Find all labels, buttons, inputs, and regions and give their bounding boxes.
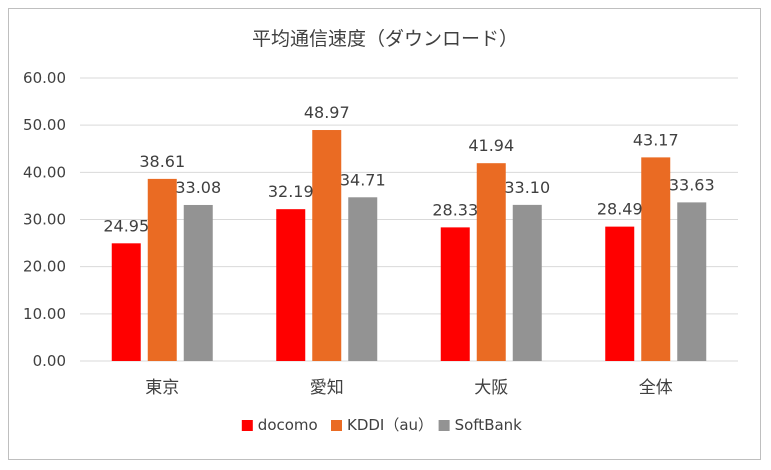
chart-title: 平均通信速度（ダウンロード） [252,28,518,50]
y-axis-ticks: 0.00 10.00 20.00 30.00 40.00 50.00 60.00 [23,69,66,370]
y-tick-label: 60.00 [23,69,66,87]
legend-label: KDDI（au） [347,416,433,434]
bars [111,130,707,361]
legend-swatch [331,420,342,431]
bar-softbank [677,202,707,361]
data-label: 33.63 [669,175,715,194]
y-tick-label: 10.00 [23,305,66,323]
bar-softbank [512,204,542,361]
bar-docomo [276,209,306,361]
legend: docomo KDDI（au） SoftBank [241,416,523,434]
bar-kddi [476,163,506,361]
data-label: 43.17 [633,130,679,149]
data-label: 41.94 [468,136,514,155]
data-label: 33.10 [504,178,550,197]
y-tick-label: 0.00 [33,352,66,370]
legend-swatch [241,420,253,431]
bar-softbank [348,197,378,361]
y-tick-label: 30.00 [23,211,66,229]
data-label: 38.61 [139,152,185,171]
data-label: 24.95 [103,216,149,235]
bar-kddi [147,178,177,361]
bar-kddi [312,130,342,361]
y-tick-label: 40.00 [23,163,66,181]
data-label: 33.08 [175,178,221,197]
data-label: 34.71 [340,170,386,189]
data-labels: 24.95 38.61 33.08 32.19 48.97 34.71 28.33 41.94… [103,103,714,235]
category-label: 東京 [145,378,179,398]
data-label: 28.33 [432,200,478,219]
data-label: 48.97 [304,103,350,122]
data-label: 28.49 [597,200,643,219]
bar-softbank [183,204,213,361]
gridlines [80,77,738,362]
legend-label: docomo [258,416,318,434]
category-label: 大阪 [474,378,508,398]
x-axis-categories: 東京 愛知 大阪 全体 [145,378,673,398]
legend-label: SoftBank [455,416,523,434]
bar-docomo [605,226,635,361]
legend-swatch [438,420,450,431]
category-label: 全体 [639,378,673,398]
y-tick-label: 50.00 [23,116,66,134]
data-label: 32.19 [268,182,314,201]
chart-frame [8,8,761,460]
bar-kddi [641,157,671,361]
category-label: 愛知 [310,378,344,398]
bar-docomo [111,243,141,361]
y-tick-label: 20.00 [23,258,66,276]
bar-docomo [440,227,470,361]
